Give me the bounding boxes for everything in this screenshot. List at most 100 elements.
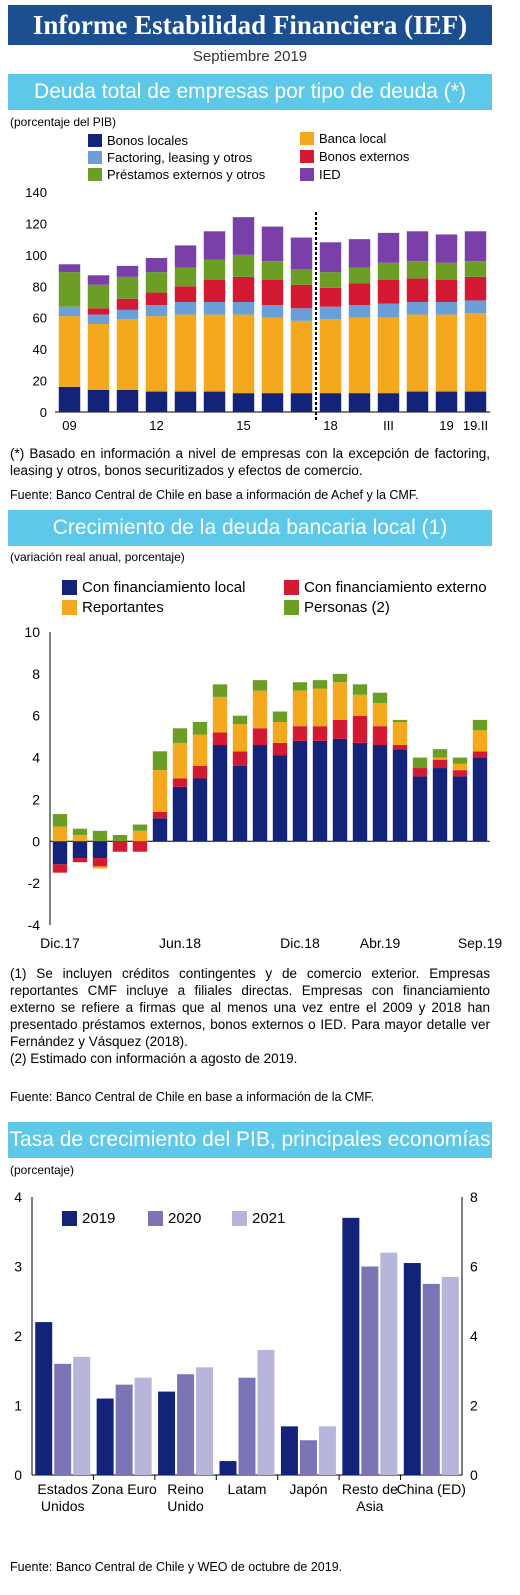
bar-segment	[290, 308, 313, 321]
bar-segment	[312, 688, 328, 727]
bar-segment	[319, 242, 342, 273]
chart2-unit: (variación real anual, porcentaje)	[10, 550, 185, 564]
bar-segment	[261, 280, 284, 306]
bar	[96, 1398, 114, 1475]
bar-segment	[87, 324, 110, 390]
bar-segment	[352, 684, 368, 695]
bar-segment	[174, 286, 197, 302]
bar-segment	[232, 254, 255, 277]
bar-segment	[352, 694, 368, 716]
bar-segment	[174, 245, 197, 268]
bar-segment	[392, 749, 408, 842]
bar	[238, 1377, 256, 1475]
legend-item-financiamiento-externo: Con financiamiento externo	[284, 579, 487, 596]
y-tick-label: 140	[25, 185, 47, 200]
bar	[318, 1426, 336, 1475]
bar-segment	[152, 811, 168, 819]
x-tick-label: Asia	[356, 1498, 383, 1514]
bar-segment	[58, 386, 81, 412]
bar-segment	[464, 300, 487, 313]
x-tick-label: 19	[439, 418, 453, 433]
bar-segment	[116, 309, 139, 320]
bar-segment	[172, 728, 188, 743]
bar-segment	[192, 765, 208, 779]
bar-segment	[116, 319, 139, 390]
bar-segment	[392, 721, 408, 746]
legend-item-bonos-locales: Bonos locales	[88, 133, 188, 148]
bar	[280, 1426, 298, 1475]
bar-segment	[348, 283, 371, 306]
bar-segment	[174, 314, 197, 392]
bar-segment	[145, 272, 168, 293]
bar-segment	[212, 745, 228, 842]
bar-segment	[87, 314, 110, 324]
bar-segment	[352, 715, 368, 743]
bar-segment	[232, 751, 248, 766]
bar-segment	[203, 259, 226, 280]
legend-item-prestamos-externos: Préstamos externos y otros	[88, 167, 265, 182]
legend-item-personas: Personas (2)	[284, 599, 390, 616]
bar-segment	[452, 770, 468, 777]
bar-segment	[352, 742, 368, 842]
y-tick-label: 100	[25, 248, 47, 263]
bar-segment	[52, 814, 68, 827]
bar-segment	[232, 715, 248, 725]
y-tick-label: 4	[14, 1189, 22, 1205]
legend-item-financiamiento-local: Con financiamiento local	[62, 579, 245, 596]
bar-segment	[112, 841, 128, 852]
legend-item-2019: 2019	[62, 1210, 115, 1227]
bar-segment	[232, 217, 255, 255]
bar-segment	[332, 738, 348, 842]
x-tick-label: 18	[323, 418, 337, 433]
bar-segment	[232, 314, 255, 394]
bar-segment	[377, 232, 400, 263]
bar-segment	[372, 726, 388, 746]
bar-segment	[412, 757, 428, 769]
bar-segment	[377, 317, 400, 394]
bar-segment	[435, 262, 458, 280]
legend-item-reportantes: Reportantes	[62, 599, 164, 616]
y-tick-label: 1	[14, 1398, 22, 1414]
bar-segment	[464, 313, 487, 392]
y-tick-label: 3	[14, 1259, 22, 1275]
y-tick-label: 80	[33, 279, 47, 294]
bar-segment	[472, 719, 488, 731]
x-tick-label: Sep.19	[458, 935, 503, 951]
bar-segment	[290, 320, 313, 394]
x-tick-label: 19.II	[463, 418, 488, 433]
bar-segment	[145, 316, 168, 392]
bar-segment	[319, 319, 342, 394]
bar-segment	[58, 316, 81, 387]
legend-item-ied: IED	[300, 167, 341, 182]
chart3-title: Tasa de crecimiento del PIB, principales…	[8, 1122, 492, 1158]
bar-segment	[145, 391, 168, 412]
y-tick-label: 8	[32, 666, 40, 682]
bar-segment	[272, 721, 288, 743]
bar-segment	[203, 314, 226, 392]
bar-segment	[332, 682, 348, 720]
bar-segment	[392, 719, 408, 722]
bar-segment	[232, 724, 248, 752]
bar-segment	[58, 306, 81, 317]
bar-segment	[292, 690, 308, 727]
bar-segment	[92, 866, 108, 869]
bar-segment	[290, 393, 313, 412]
bar-segment	[212, 684, 228, 697]
bar-segment	[272, 742, 288, 756]
bar-segment	[132, 830, 148, 842]
x-tick-label: Reino	[167, 1481, 204, 1497]
bar	[73, 1356, 91, 1475]
bar-segment	[132, 824, 148, 831]
bar-segment	[432, 759, 448, 769]
bar-segment	[252, 680, 268, 691]
bar-segment	[319, 272, 342, 288]
bar-segment	[290, 237, 313, 269]
bar-segment	[435, 314, 458, 392]
bar-segment	[472, 751, 488, 758]
bar-segment	[232, 276, 255, 302]
bar-segment	[145, 292, 168, 306]
bar-segment	[348, 393, 371, 412]
bar-segment	[435, 391, 458, 412]
bar-segment	[72, 828, 88, 836]
chart3-unit: (porcentaje)	[10, 1163, 75, 1177]
